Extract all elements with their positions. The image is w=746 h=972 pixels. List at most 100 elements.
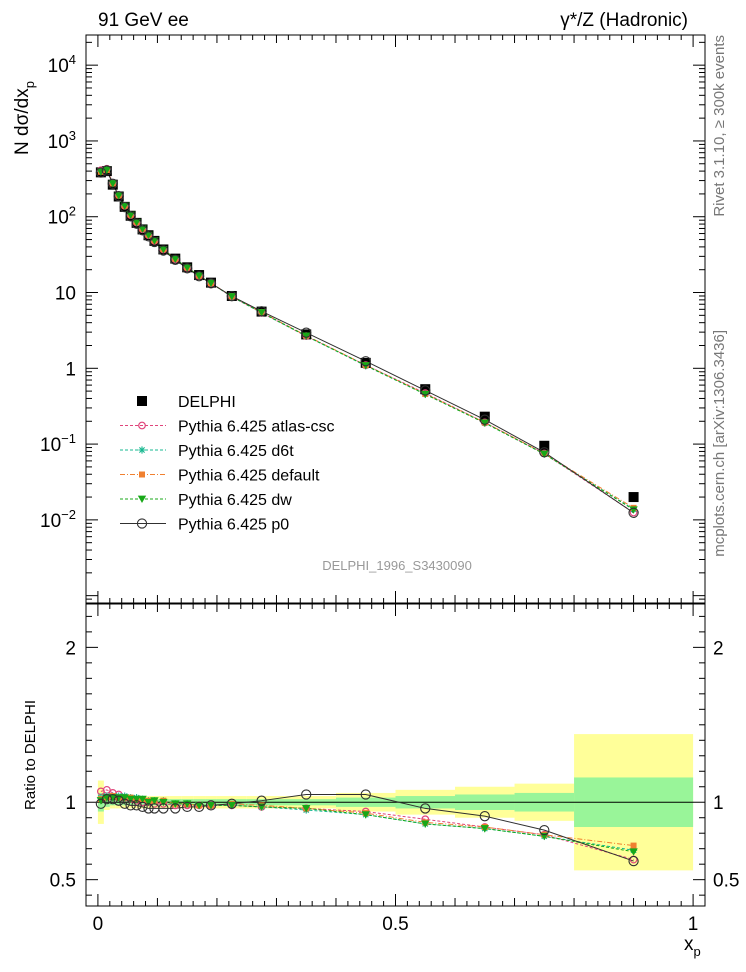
marker-dw bbox=[480, 825, 489, 833]
marker-dw bbox=[194, 801, 204, 810]
marker-dw bbox=[302, 805, 311, 813]
marker-data bbox=[628, 492, 639, 503]
dw-point bbox=[132, 795, 141, 804]
marker-dw bbox=[629, 848, 638, 856]
data-point bbox=[628, 492, 639, 503]
p0-point bbox=[119, 798, 130, 809]
marker-p0 bbox=[182, 801, 193, 813]
p0-point bbox=[136, 518, 148, 529]
marker-p0 bbox=[170, 803, 181, 814]
marker-dw bbox=[361, 811, 370, 819]
marker-p0 bbox=[137, 225, 148, 236]
marker-dw bbox=[150, 797, 159, 805]
marker-dw bbox=[480, 419, 489, 427]
y-axis-label: N dσ/dxp bbox=[12, 81, 37, 155]
marker-p0 bbox=[193, 271, 205, 282]
dw-point bbox=[421, 820, 430, 828]
p0-point bbox=[301, 789, 312, 800]
y-tick-label-exp: 3 bbox=[69, 128, 76, 143]
p0-point bbox=[143, 231, 154, 242]
dw-point bbox=[182, 264, 192, 272]
marker-dw bbox=[137, 495, 147, 503]
marker-p0 bbox=[539, 824, 550, 836]
data-point bbox=[137, 396, 147, 406]
marker-p0 bbox=[256, 306, 267, 317]
marker-p0 bbox=[539, 447, 550, 458]
dw-point bbox=[132, 218, 141, 227]
legend-label-atlas_csc: Pythia 6.425 atlas-csc bbox=[178, 419, 335, 436]
x-tick-label: 1 bbox=[688, 914, 699, 935]
x-tick-label: 0 bbox=[93, 914, 104, 935]
marker-p0 bbox=[226, 291, 237, 302]
marker-data bbox=[137, 396, 147, 406]
x-axis-label-main: x bbox=[684, 934, 694, 955]
p0-point bbox=[205, 278, 217, 289]
marker-p0 bbox=[205, 800, 217, 811]
p0-point bbox=[113, 190, 124, 202]
p0-point bbox=[539, 824, 550, 836]
marker-dw bbox=[206, 801, 216, 810]
y-tick-label-base: 10 bbox=[48, 132, 69, 153]
dw-point bbox=[102, 166, 112, 175]
p0-point bbox=[301, 327, 312, 338]
y-tick-label-base: 10 bbox=[40, 511, 61, 532]
p0-point bbox=[107, 793, 118, 805]
p0-point bbox=[131, 800, 142, 811]
dw-point bbox=[171, 255, 180, 263]
marker-dw bbox=[171, 255, 180, 263]
mcplots-label: mcplots.cern.ch [arXiv:1306.3436] bbox=[711, 330, 728, 557]
marker-p0 bbox=[256, 795, 267, 806]
marker-p0 bbox=[360, 789, 371, 800]
dw-point bbox=[227, 293, 237, 301]
y-tick-label: 1 bbox=[65, 359, 76, 380]
p0-point bbox=[205, 800, 217, 811]
p0-point bbox=[137, 225, 148, 236]
marker-dw bbox=[108, 180, 117, 188]
atlas-csc-point bbox=[138, 421, 146, 430]
dw-point bbox=[114, 192, 123, 200]
marker-p0 bbox=[149, 236, 160, 248]
y-tick-label: 10 bbox=[55, 284, 76, 305]
legend-label-p0: Pythia 6.425 p0 bbox=[178, 517, 289, 534]
p0-point bbox=[149, 236, 160, 248]
marker-p0 bbox=[95, 167, 107, 178]
dw-point bbox=[96, 168, 106, 176]
p0-point bbox=[628, 507, 639, 518]
marker-dw bbox=[182, 264, 192, 272]
x-axis-label-sub: p bbox=[694, 944, 701, 959]
y-tick-label-base: 10 bbox=[55, 284, 76, 305]
p0-point bbox=[101, 793, 112, 805]
marker-p0 bbox=[107, 178, 118, 189]
dw-point bbox=[629, 848, 638, 856]
y-tick-label: 10−1 bbox=[40, 431, 76, 456]
p0-point bbox=[420, 803, 431, 814]
header-left: 91 GeV ee bbox=[98, 10, 189, 31]
marker-dw bbox=[194, 272, 204, 280]
y-tick-label: 104 bbox=[48, 52, 76, 77]
marker-dw bbox=[126, 211, 135, 219]
p0-point bbox=[226, 291, 237, 302]
marker-dw bbox=[138, 225, 147, 233]
y-tick-label: 102 bbox=[48, 204, 76, 229]
marker-dw bbox=[120, 202, 129, 210]
marker-p0 bbox=[628, 507, 639, 518]
ratio-y-tick-label: 0.5 bbox=[50, 871, 76, 892]
p0-point bbox=[158, 803, 169, 814]
marker-atlas_csc bbox=[138, 421, 146, 430]
marker-dw bbox=[96, 168, 106, 176]
dw-point bbox=[159, 245, 168, 254]
marker-dw bbox=[206, 279, 216, 288]
p0-point bbox=[137, 801, 148, 813]
d6t-point bbox=[138, 446, 146, 454]
marker-p0 bbox=[119, 201, 130, 213]
dw-point bbox=[480, 419, 489, 427]
y-tick-label-base: 10 bbox=[40, 435, 61, 456]
ratio-panel: 0 0.5 1 0.5 0.5 1 1 2 2 Ratio to DELPHI xp bbox=[22, 603, 739, 959]
analysis-label: DELPHI_1996_S3430090 bbox=[322, 558, 472, 573]
marker-p0 bbox=[143, 231, 154, 242]
p0-point bbox=[182, 263, 193, 274]
dw-point bbox=[540, 450, 549, 458]
p0-point bbox=[256, 306, 267, 317]
dw-point bbox=[194, 272, 204, 280]
dw-point bbox=[302, 805, 311, 813]
